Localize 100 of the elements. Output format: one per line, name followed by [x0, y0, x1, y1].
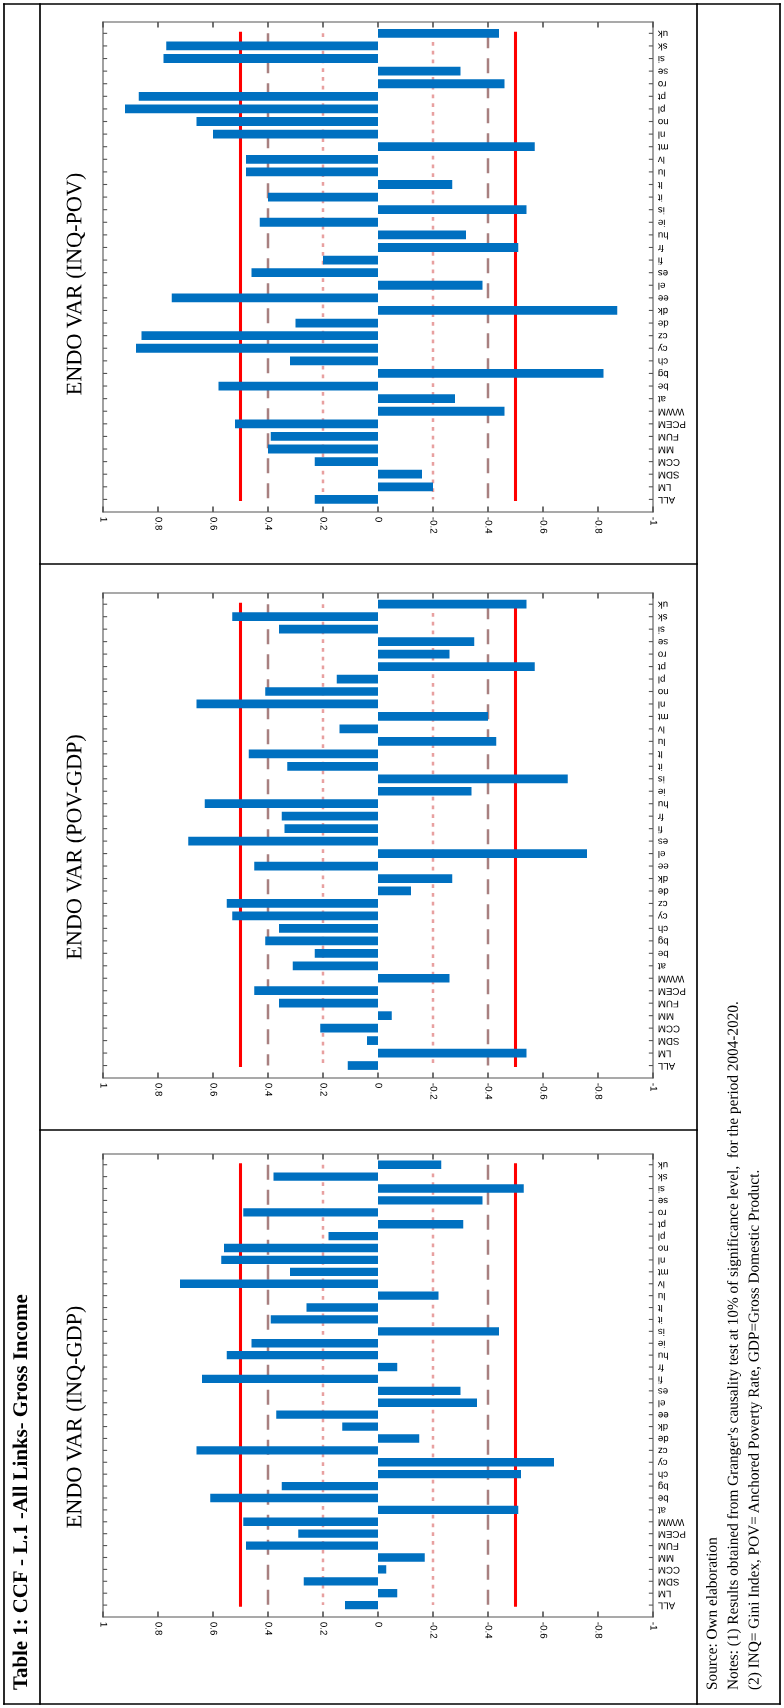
x-tick-label: -0.4: [485, 517, 493, 534]
bar: [378, 369, 604, 378]
x-tick-label: -0.4: [485, 1622, 493, 1639]
y-tick-label: el: [658, 282, 666, 290]
y-tick-label: PCEM: [658, 988, 686, 995]
y-tick-label: no: [658, 1245, 669, 1251]
y-tick-label: uk: [657, 601, 668, 609]
y-tick-label: is: [658, 776, 665, 784]
x-tick-label: 0.6: [210, 1083, 218, 1096]
bar: [292, 961, 378, 971]
x-tick-label: 0.8: [155, 1622, 163, 1635]
y-tick-label: dk: [657, 1423, 668, 1432]
y-tick-label: pt: [657, 1219, 666, 1228]
bar: [320, 1023, 378, 1033]
bar: [378, 662, 535, 671]
bar: [378, 79, 505, 89]
x-tick-label: -1: [650, 1083, 658, 1092]
y-tick-label: de: [658, 1435, 669, 1443]
text: ENDO VAR (INQ-POV): [65, 173, 87, 395]
bar: [251, 268, 378, 278]
bar: [196, 117, 378, 126]
y-tick-label: ch: [658, 358, 668, 366]
x-tick-label: -0.8: [595, 517, 603, 534]
bar: [276, 1410, 378, 1419]
bar: [298, 1529, 378, 1538]
bar: [378, 1470, 521, 1479]
bar: [196, 1446, 378, 1455]
y-tick-label: no: [658, 118, 669, 125]
y-tick-label: it: [657, 194, 663, 202]
y-tick-label: lv: [657, 726, 665, 734]
bar: [378, 1386, 461, 1396]
bar: [328, 1231, 378, 1241]
bar: [265, 687, 378, 696]
y-tick-label: nl: [658, 701, 665, 709]
x-tick-label: 0: [375, 1083, 383, 1088]
bar: [378, 637, 475, 646]
bar: [378, 1184, 524, 1193]
y-tick-label: hu: [658, 801, 668, 809]
x-tick-label: 0.2: [320, 1622, 328, 1635]
bar: [378, 406, 505, 416]
y-tick-label: MM: [658, 1554, 674, 1562]
y-tick-label: CCM: [658, 1025, 680, 1033]
y-tick-label: bg: [658, 368, 669, 378]
bar: [378, 1196, 483, 1205]
bar: [254, 861, 378, 871]
bar: [273, 1172, 378, 1181]
y-tick-label: PCEM: [658, 1531, 686, 1538]
bar: [345, 1600, 378, 1610]
y-tick-label: SDM: [658, 1578, 680, 1586]
bar: [378, 1565, 387, 1574]
bar: [268, 192, 378, 202]
text: ENDO VAR (INQ-GDP): [65, 1306, 87, 1528]
y-tick-label: SDM: [658, 471, 680, 479]
bar: [141, 331, 378, 341]
x-tick-label: -0.8: [595, 1083, 603, 1100]
y-tick-label: sk: [657, 43, 668, 51]
bar: [378, 205, 527, 215]
bar: [306, 1303, 378, 1312]
y-tick-label: se: [658, 1197, 668, 1204]
bar: [367, 1036, 378, 1045]
y-tick-label: WWM: [658, 408, 685, 416]
y-tick-label: ALL: [658, 496, 676, 504]
y-tick-label: lu: [658, 169, 665, 177]
y-tick-label: LM: [658, 1590, 671, 1598]
y-tick-label: ie: [658, 788, 665, 796]
x-tick-label: 0.4: [265, 517, 273, 531]
y-tick-label: lt: [657, 1304, 663, 1313]
bar: [378, 774, 568, 784]
y-tick-label: CCM: [658, 459, 680, 466]
bar: [232, 612, 378, 622]
x-tick-label: 1: [100, 517, 108, 522]
y-tick-label: dk: [657, 875, 668, 884]
y-tick-label: pl: [658, 674, 665, 684]
y-tick-label: fi: [658, 826, 663, 834]
x-tick-label: 0.2: [320, 517, 328, 530]
bar: [378, 1553, 425, 1562]
y-tick-label: es: [658, 270, 668, 276]
bar: [221, 1255, 378, 1265]
y-tick-label: uk: [657, 1162, 668, 1170]
bar: [378, 737, 497, 746]
bar: [378, 886, 411, 896]
bar: [279, 998, 378, 1008]
x-tick-label: 0.8: [155, 517, 163, 530]
y-tick-label: nl: [658, 131, 665, 139]
bar: [284, 824, 378, 834]
y-tick-label: ro: [658, 651, 666, 657]
bar: [378, 280, 483, 290]
y-tick-label: lv: [657, 1281, 665, 1289]
bar: [378, 1011, 392, 1021]
y-tick-label: pt: [657, 91, 666, 101]
bar: [314, 494, 378, 504]
y-tick-label: se: [658, 68, 668, 74]
y-tick-label: PCEM: [658, 421, 686, 429]
y-tick-label: ie: [658, 219, 665, 227]
y-tick-label: de: [658, 320, 669, 328]
y-tick-label: cz: [658, 900, 668, 907]
x-tick-label: -0.2: [430, 517, 438, 534]
y-tick-label: is: [658, 1328, 665, 1336]
bar: [378, 1291, 439, 1300]
bar: [378, 469, 422, 479]
